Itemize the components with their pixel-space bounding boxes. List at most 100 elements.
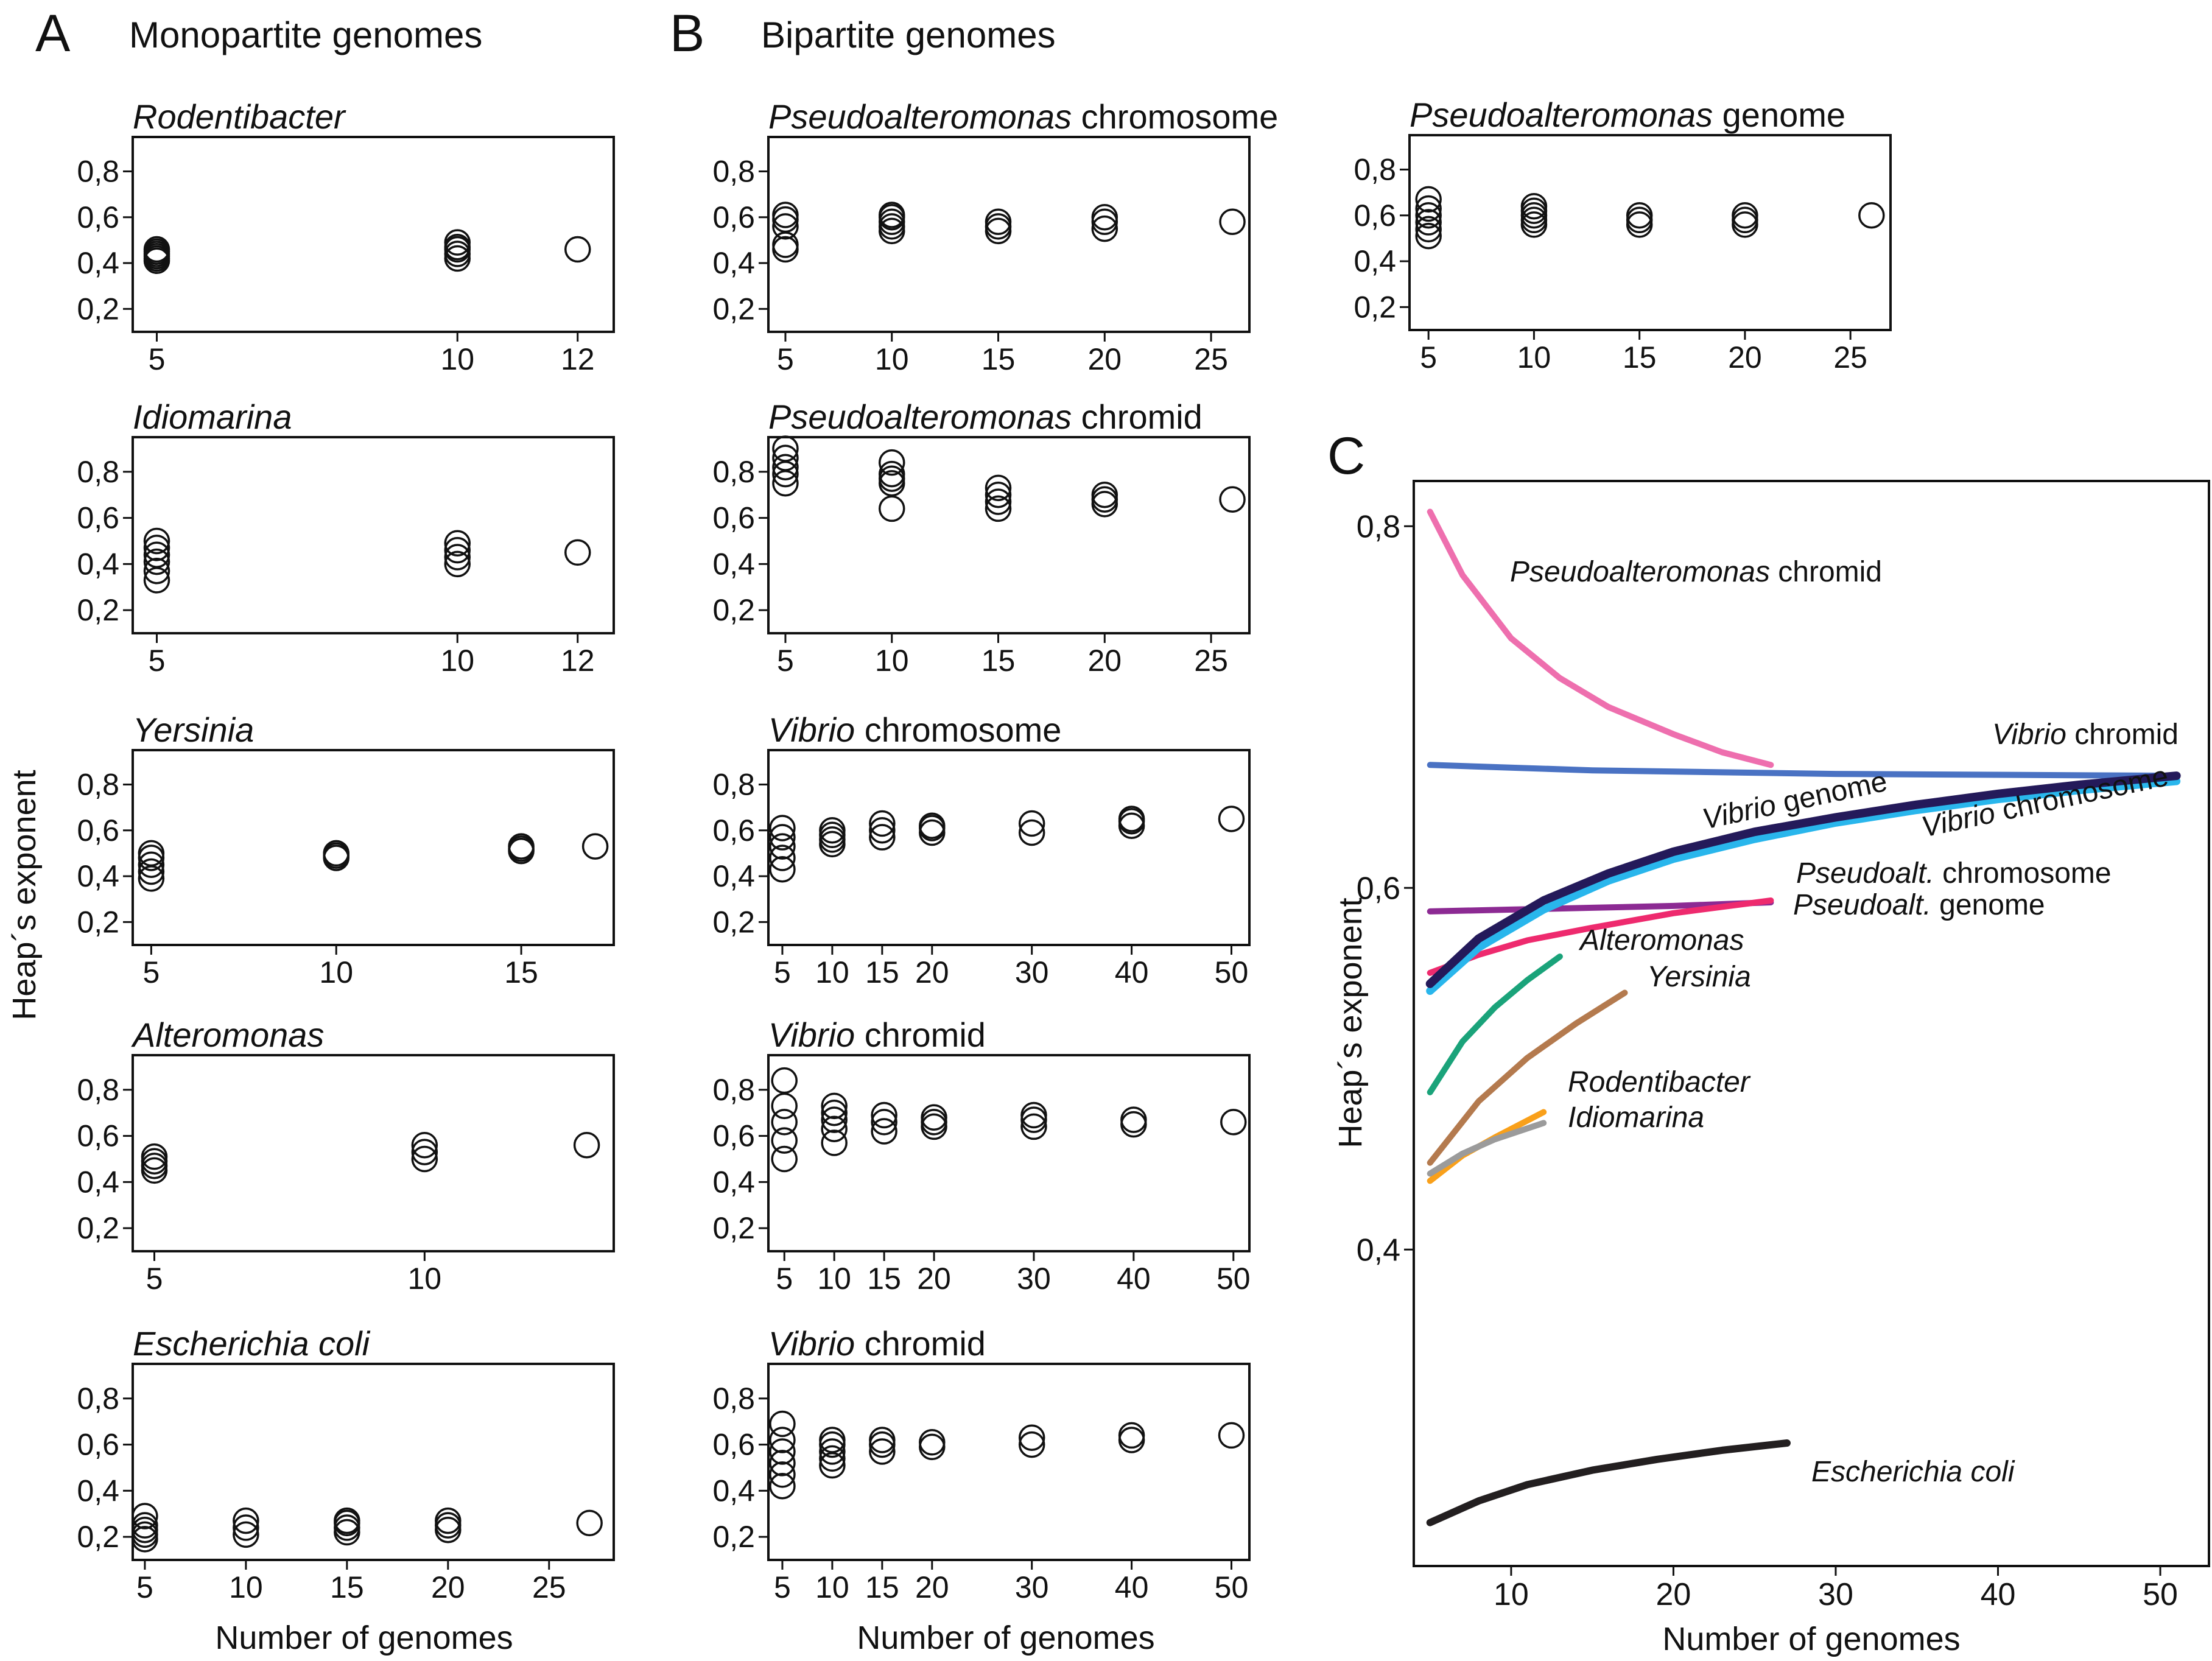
- y-tick-label: 0,2: [1354, 290, 1396, 324]
- x-tick-label: 15: [504, 955, 538, 989]
- data-point: [869, 817, 896, 844]
- data-point: [1118, 1422, 1145, 1449]
- y-tick-label: 0,4: [712, 547, 755, 581]
- plot-frame-pseudo_chromid: [767, 436, 1251, 634]
- x-tick-label: 5: [146, 1262, 163, 1296]
- panel-title-pseudo_chromosome-italic: Pseudoalteromonas: [768, 97, 1072, 136]
- curve-label-idiomarina-italic: Idiomarina: [1568, 1101, 1704, 1134]
- plot-frame-vibrio_chromid: [767, 1054, 1251, 1252]
- data-point: [919, 1429, 946, 1456]
- y-tick-label: 0,4: [712, 1165, 755, 1199]
- plot-frame-idiomarina: [132, 436, 615, 634]
- panel-title-vibrio_chromosome-rest: chromosome: [855, 711, 1061, 749]
- y-tick-label: 0,2: [712, 1520, 755, 1554]
- data-point: [772, 213, 799, 240]
- curve-vibrio-genome: [1425, 771, 2181, 988]
- data-point: [819, 1438, 846, 1465]
- x-tick-label: 10: [815, 1570, 849, 1604]
- data-point: [141, 1143, 168, 1170]
- x-tick-label: 40: [1115, 955, 1149, 989]
- data-point: [1415, 216, 1442, 243]
- x-tick-label: 20: [1728, 340, 1762, 374]
- plot-frame-yersinia: [132, 749, 615, 946]
- x-tick-label: 5: [777, 342, 794, 376]
- data-point: [143, 557, 170, 585]
- x-tick-label: 12: [561, 342, 595, 376]
- data-point: [138, 858, 165, 885]
- data-point: [411, 1131, 438, 1159]
- x-tick-label: 40: [1115, 1570, 1149, 1604]
- x-tick-label: 10: [408, 1262, 442, 1296]
- summary-y-tick-label: 0,8: [1357, 509, 1400, 544]
- panel-title-ecoli-italic: Escherichia coli: [133, 1324, 371, 1363]
- data-point: [871, 1101, 897, 1129]
- data-point: [772, 444, 799, 471]
- curve-label-pseudoalteromonas-chromid: Pseudoalteromonas chromid: [1510, 556, 1882, 588]
- y-tick-label: 0,6: [77, 1119, 119, 1153]
- panel-title-idiomarina: Idiomarina: [133, 398, 292, 436]
- panel-title-vibrio_chromosome: Vibrio chromosome: [768, 711, 1061, 749]
- x-tick-label: 5: [776, 1262, 793, 1296]
- panel-title-vibrio_genome_panel-rest: chromid: [855, 1324, 986, 1363]
- summary-x-tick-label: 50: [2143, 1577, 2178, 1612]
- x-tick-label: 25: [1833, 340, 1867, 374]
- data-point: [1626, 202, 1653, 229]
- panel-b-title: Bipartite genomes: [761, 15, 1056, 55]
- data-point: [769, 1438, 796, 1465]
- data-point: [1219, 486, 1246, 513]
- data-point: [1018, 819, 1045, 846]
- panel-title-idiomarina-italic: Idiomarina: [133, 398, 292, 436]
- data-point: [1219, 208, 1246, 236]
- data-point: [869, 810, 896, 837]
- curve-label-alteromonas-italic: Alteromonas: [1578, 924, 1744, 957]
- summary-x-tick-label: 10: [1494, 1577, 1529, 1612]
- data-point: [771, 1067, 798, 1094]
- scatter-panel-pseudo_chromosome: Pseudoalteromonas chromosome 0,2 0,4 0,6 0,8…: [712, 97, 1278, 376]
- x-tick-label: 15: [330, 1570, 364, 1604]
- curve-escherichia-coli: [1426, 1439, 1791, 1526]
- data-point: [919, 812, 946, 839]
- panel-title-pseudo_chromid: Pseudoalteromonas chromid: [768, 398, 1203, 436]
- data-point: [821, 1129, 848, 1156]
- panel-title-pseudo_genome-rest: genome: [1713, 96, 1845, 134]
- scatter-panel-alteromonas: Alteromonas 0,2 0,4 0,6 0,8 5 10: [77, 1016, 615, 1296]
- summary-y-axis-label: Heap´s exponent: [1332, 897, 1369, 1148]
- data-point: [564, 539, 591, 566]
- curve-label-pseudoalteromonas-genome: Pseudoalt. genome: [1793, 889, 2045, 921]
- y-tick-label: 0,4: [77, 1165, 119, 1199]
- panel-a-x-axis-label: Number of genomes: [215, 1620, 513, 1656]
- panel-title-vibrio_chromid-rest: chromid: [855, 1016, 986, 1054]
- data-point: [869, 1427, 896, 1453]
- data-point: [985, 488, 1012, 515]
- y-tick-label: 0,4: [77, 547, 119, 581]
- scatter-panel-pseudo_chromid: Pseudoalteromonas chromid 0,2 0,4 0,6 0,8 5 10…: [712, 398, 1251, 678]
- y-tick-label: 0,6: [1354, 198, 1396, 233]
- data-point: [772, 454, 799, 480]
- data-point: [581, 833, 609, 860]
- scatter-panel-vibrio_chromosome: Vibrio chromosome 0,2 0,4 0,6 0,8 5 10 15 20 30 40…: [712, 711, 1251, 989]
- y-tick-label: 0,2: [77, 1520, 119, 1554]
- data-point: [821, 1099, 848, 1126]
- curve-label-vibrio-chromid-rest: chromid: [2066, 718, 2179, 751]
- y-tick-label: 0,2: [712, 905, 755, 939]
- data-point: [1520, 192, 1548, 220]
- data-point: [821, 1115, 848, 1142]
- x-tick-label: 15: [865, 1570, 899, 1604]
- y-tick-label: 0,8: [712, 154, 755, 188]
- y-tick-label: 0,8: [77, 455, 119, 489]
- y-tick-label: 0,8: [712, 455, 755, 489]
- y-tick-label: 0,6: [77, 813, 119, 848]
- data-point: [1415, 195, 1442, 222]
- data-point: [1118, 806, 1145, 832]
- data-point: [878, 460, 905, 488]
- y-tick-label: 0,6: [77, 1428, 119, 1462]
- curve-label-yersinia-italic: Yersinia: [1647, 961, 1751, 993]
- x-tick-label: 5: [136, 1570, 153, 1604]
- y-tick-label: 0,2: [77, 593, 119, 627]
- data-point: [769, 824, 796, 851]
- data-point: [871, 1118, 897, 1145]
- curve-label-alteromonas: Alteromonas: [1578, 924, 1744, 957]
- y-tick-label: 0,6: [712, 501, 755, 535]
- data-point: [323, 842, 349, 869]
